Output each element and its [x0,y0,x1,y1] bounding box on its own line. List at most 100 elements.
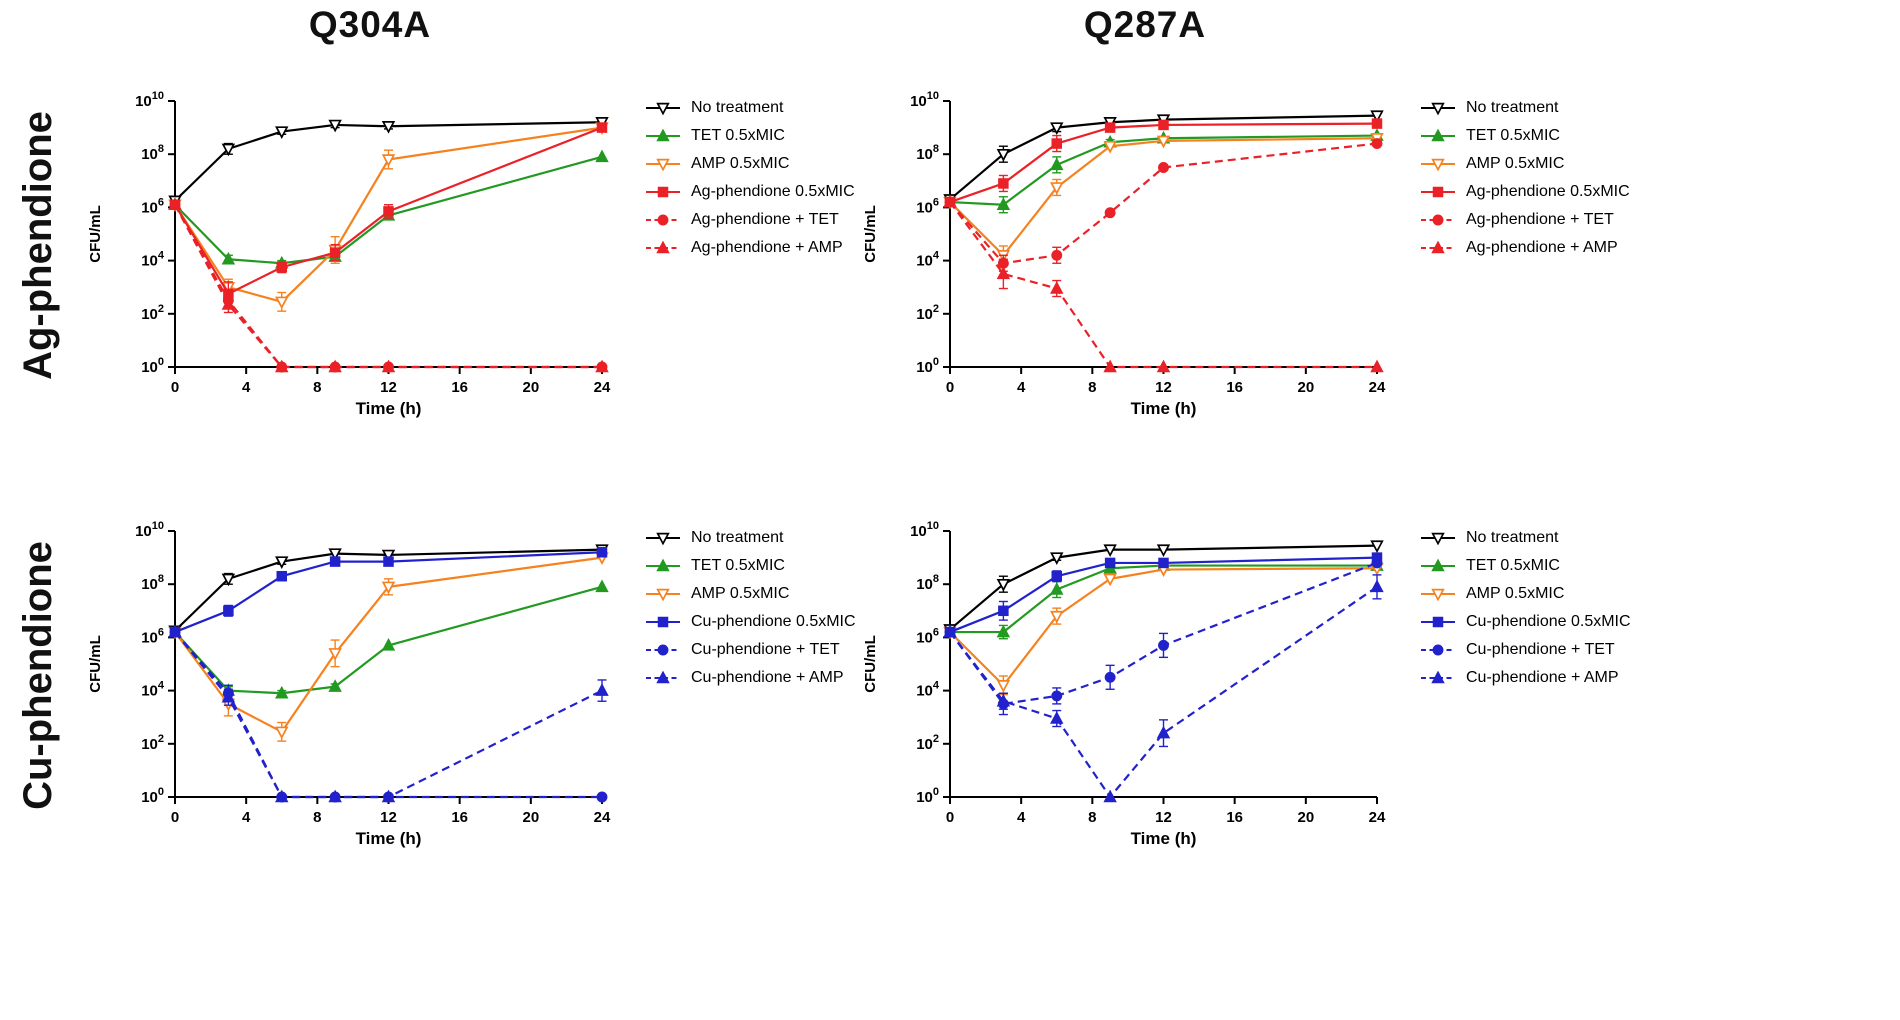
marker-triangle-down-open [275,726,289,740]
marker-square [596,122,608,133]
legend: No treatment TET 0.5xMIC AMP 0.5xMIC Ag-phe… [1419,99,1630,423]
x-tick-label: 16 [451,379,468,396]
legend-label: No treatment [691,529,784,546]
chart-svg: 100 102 104 106 108 1010 0 4 8 12 16 20 24 Time (h) CF… [862,520,1386,848]
legend-item: Ag-phendione + TET [644,211,855,229]
x-tick-label: 4 [242,379,251,396]
y-tick-label: 1010 [910,520,939,540]
marker-square [998,178,1009,189]
marker-triangle-down-open [275,296,289,310]
legend-marker-circle [646,644,680,656]
legend-item: TET 0.5xMIC [1419,127,1630,145]
legend-marker-circle [1421,214,1455,226]
x-tick-label: 24 [1369,809,1386,826]
series-cu-phendione-amp [943,574,1384,803]
legend-marker-square [646,186,680,198]
x-tick-label: 12 [1155,379,1172,396]
marker-triangle-up [996,624,1011,638]
legend-marker-triangle-down [1421,588,1455,602]
marker-triangle-up [656,558,670,572]
x-tick-label: 8 [313,379,321,396]
x-tick-label: 24 [594,809,611,826]
marker-triangle-down-open [1050,610,1064,624]
marker-triangle-up [1431,670,1445,684]
series-ag-phendione-tet [169,199,608,373]
legend-label: Ag-phendione + TET [1466,211,1614,228]
marker-triangle-down-open [1103,140,1117,154]
marker-triangle-up [1103,359,1117,373]
x-axis-label: Time (h) [356,399,422,418]
x-tick-label: 16 [1226,379,1243,396]
legend-item: No treatment [644,99,855,117]
legend-item: Ag-phendione 0.5xMIC [1419,183,1630,201]
marker-triangle-up [996,197,1011,210]
marker-triangle-up [1431,128,1445,142]
marker-triangle-up [381,359,396,373]
y-tick-label: 108 [141,143,164,163]
marker-triangle-up [943,624,957,638]
marker-triangle-down-open [1431,158,1445,172]
marker-square [1104,557,1116,569]
legend-label: Cu-phendione + AMP [1466,669,1619,686]
marker-triangle-down-open [221,143,236,157]
x-tick-label: 16 [451,809,468,826]
marker-circle [657,644,669,656]
y-tick-label: 104 [141,250,165,270]
legend-label: Cu-phendione 0.5xMIC [1466,613,1631,630]
marker-triangle-up [595,579,609,593]
y-tick-label: 108 [916,143,939,163]
marker-triangle-up [1156,725,1171,739]
legend: No treatment TET 0.5xMIC AMP 0.5xMIC Cu-phe… [1419,529,1631,853]
marker-triangle-down-open [996,148,1011,162]
marker-triangle-down-open [1431,532,1445,546]
marker-circle [1432,214,1444,226]
series-ag-phendione-amp [168,197,609,373]
legend-label: Cu-phendione + TET [1466,641,1615,658]
marker-square [383,556,394,567]
marker-triangle-down-open [328,648,342,661]
marker-triangle-down-open [275,556,289,570]
y-axis-label: CFU/mL [87,205,104,263]
legend-label: AMP 0.5xMIC [691,585,790,602]
x-tick-label: 8 [1088,379,1096,396]
marker-triangle-up [1050,281,1064,294]
marker-triangle-down-open [1370,110,1384,124]
y-tick-label: 104 [916,250,940,270]
marker-triangle-down-open [381,121,396,134]
legend-item: Cu-phendione + TET [1419,641,1631,659]
marker-circle [1371,138,1383,150]
series-ag-phendione-amp [943,194,1384,373]
chart-panel-q287a-cu: 100 102 104 106 108 1010 0 4 8 12 16 20 24 Time (h) CF… [845,505,1631,853]
y-tick-label: 106 [141,626,164,646]
marker-triangle-down-open [656,532,670,546]
marker-square [1104,122,1116,133]
marker-triangle-down-open [381,549,396,563]
marker-square [1432,186,1444,198]
legend-label: AMP 0.5xMIC [691,155,790,172]
x-tick-label: 16 [1226,809,1243,826]
marker-triangle-up [168,624,182,638]
marker-circle [1158,162,1169,173]
marker-square [276,262,288,273]
legend-marker-square [1421,616,1455,628]
marker-triangle-down-open [1156,544,1171,558]
marker-square [1051,138,1063,149]
marker-triangle-down-open [328,548,342,562]
chart-svg: 100 102 104 106 108 1010 0 4 8 12 16 20 24 Time (h) CF… [87,520,611,848]
marker-square [223,605,234,617]
legend-marker-triangle-down [646,532,680,546]
marker-triangle-down-open [381,581,396,595]
legend-item: Cu-phendione 0.5xMIC [1419,613,1631,631]
marker-triangle-down-open [275,126,289,140]
marker-square [383,206,394,217]
legend-marker-triangle-down [1421,102,1455,116]
series-cu-phendione-tet [169,626,608,803]
y-axis-label: CFU/mL [862,635,879,693]
y-axis-label: CFU/mL [87,635,104,693]
marker-triangle-up [1050,157,1064,171]
series-no-treatment [943,540,1384,637]
legend-label: No treatment [691,99,784,116]
legend-label: TET 0.5xMIC [1466,127,1560,144]
series-ag-phendione-tet [944,138,1383,272]
series-cu-phendione-tet [944,557,1383,716]
